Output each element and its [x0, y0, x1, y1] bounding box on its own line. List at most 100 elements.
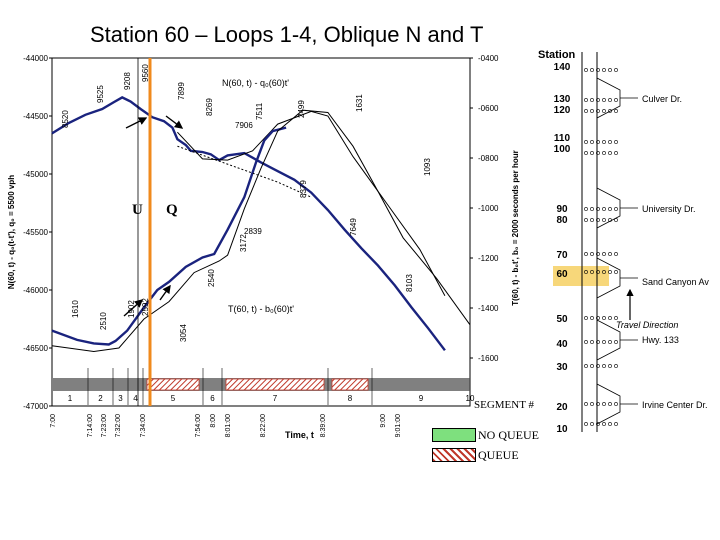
x-tick-label: 7:34:00: [140, 414, 147, 437]
detector-dot: [584, 207, 588, 211]
segment-number: 1: [68, 394, 73, 403]
station-label: 70: [556, 250, 568, 261]
detector-dot: [596, 207, 600, 211]
detector-dot: [608, 98, 612, 102]
detector-dot: [614, 140, 618, 144]
detector-dot: [590, 151, 594, 155]
detector-dot: [608, 68, 612, 72]
detector-dot: [590, 252, 594, 256]
series-label-t: T(60, t) - b₀(60)t': [228, 304, 294, 314]
detector-dot: [614, 402, 618, 406]
detector-dot: [596, 252, 600, 256]
legend-queue-swatch: [432, 448, 476, 462]
ramp-label: University Dr.: [642, 204, 696, 214]
detector-dot: [602, 402, 606, 406]
left-tick-label: -46500: [23, 344, 48, 353]
detector-dot: [584, 364, 588, 368]
detector-dot: [614, 98, 618, 102]
marker-u: U: [132, 202, 143, 218]
data-label: 9560: [141, 64, 150, 82]
x-tick-label: 7:23:00: [101, 414, 108, 437]
right-tick-label: -1600: [478, 354, 499, 363]
left-tick-label: -47000: [23, 402, 48, 411]
data-label: 2510: [99, 312, 108, 330]
data-label: 7511: [255, 102, 264, 120]
left-tick-label: -44000: [23, 54, 48, 63]
detector-dot: [608, 140, 612, 144]
detector-dot: [584, 140, 588, 144]
station-label: 50: [556, 314, 568, 325]
detector-dot: [596, 218, 600, 222]
data-label: 1610: [71, 300, 80, 318]
detector-dot: [596, 140, 600, 144]
detector-dot: [602, 316, 606, 320]
detector-dot: [596, 316, 600, 320]
detector-dot: [608, 422, 612, 426]
station-label: 80: [556, 215, 568, 226]
legend-queue-label: QUEUE: [478, 448, 519, 462]
station-label: 140: [554, 62, 571, 73]
series-line-0: [51, 96, 446, 352]
detector-dot: [614, 68, 618, 72]
x-tick-label: 8:39:00: [320, 414, 327, 437]
detector-dot: [602, 340, 606, 344]
station-highlight: [553, 266, 609, 286]
detector-dot: [596, 109, 600, 113]
right-axis-label: T(60, t) - b₀t', b₀ = 2000 seconds per h…: [511, 150, 520, 306]
detector-dot: [614, 316, 618, 320]
data-label: 1093: [423, 158, 432, 176]
detector-dot: [608, 402, 612, 406]
data-label: 2499: [297, 100, 306, 118]
right-tick-label: -1200: [478, 254, 499, 263]
ramp-label: Culver Dr.: [642, 94, 682, 104]
detector-dot: [614, 364, 618, 368]
right-tick-label: -1400: [478, 304, 499, 313]
data-label: 8103: [405, 274, 414, 292]
right-tick-label: -0400: [478, 54, 499, 63]
segment-number: 4: [133, 394, 138, 403]
direction-label: Travel Direction: [616, 320, 678, 330]
detector-dot: [602, 207, 606, 211]
detector-dot: [602, 109, 606, 113]
segment-number: 5: [171, 394, 176, 403]
detector-dot: [602, 218, 606, 222]
detector-dot: [614, 207, 618, 211]
station-label: 90: [556, 204, 568, 215]
series-line-3: [51, 109, 471, 353]
x-tick-label: 7:54:00: [195, 414, 202, 437]
detector-dot: [584, 252, 588, 256]
detector-dot: [614, 270, 618, 274]
station-label: 20: [556, 402, 568, 413]
data-label: 8379: [299, 180, 308, 198]
detector-dot: [596, 151, 600, 155]
detector-dot: [584, 98, 588, 102]
segment-queue-block: [146, 378, 200, 391]
detector-dot: [608, 207, 612, 211]
station-label: 30: [556, 362, 568, 373]
detector-dot: [614, 422, 618, 426]
segment-queue-block: [331, 378, 369, 391]
right-tick-label: -0800: [478, 154, 499, 163]
detector-dot: [596, 422, 600, 426]
data-label: 9525: [96, 85, 105, 103]
data-label: 8520: [61, 110, 70, 128]
x-tick-label: 7:32:00: [115, 414, 122, 437]
detector-dot: [602, 98, 606, 102]
segment-queue-block: [225, 378, 325, 391]
annotation-arrow: [165, 115, 184, 129]
segment-number: 3: [118, 394, 123, 403]
detector-dot: [596, 270, 600, 274]
detector-dot: [590, 422, 594, 426]
station-label: 100: [554, 144, 571, 155]
series-label-n: N(60, t) - q₀(60)t': [222, 78, 289, 88]
right-tick-label: -1000: [478, 204, 499, 213]
annotation-arrow: [125, 117, 148, 129]
detector-dot: [608, 109, 612, 113]
series-line-2: [51, 126, 287, 346]
left-tick-label: -46000: [23, 286, 48, 295]
detector-dot: [596, 340, 600, 344]
detector-dot: [614, 252, 618, 256]
left-tick-label: -44500: [23, 112, 48, 121]
legend-no-queue-label: NO QUEUE: [478, 428, 539, 442]
detector-dot: [602, 270, 606, 274]
